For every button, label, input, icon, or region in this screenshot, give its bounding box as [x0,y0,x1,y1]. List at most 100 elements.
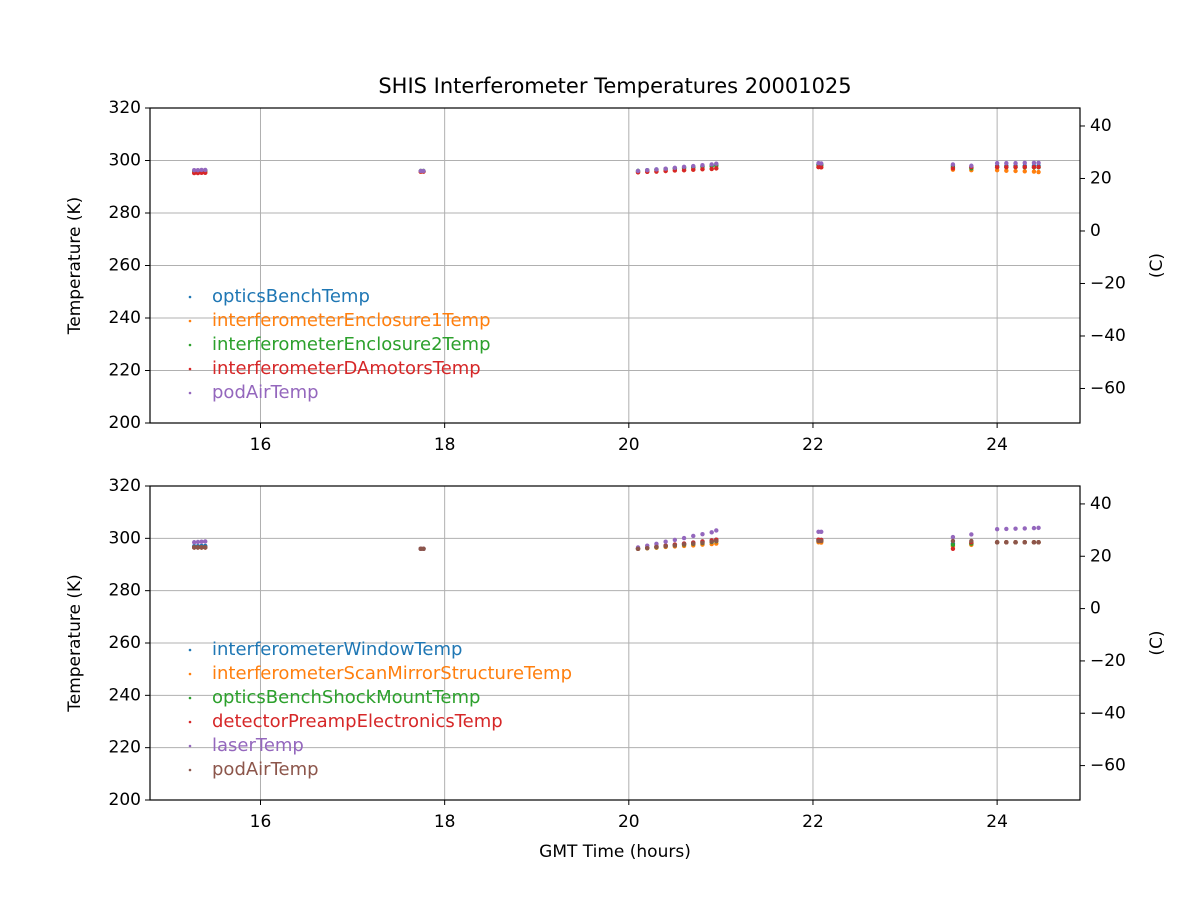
point [635,546,641,551]
legend-label: laserTemp [212,735,304,756]
y-tick-label: 300 [109,528,141,548]
legend-label: detectorPreampElectronicsTemp [212,711,503,732]
y-tick-label: 280 [109,581,141,601]
series [191,538,1041,551]
point [635,168,641,174]
legend-marker [188,720,192,724]
point [654,544,659,550]
legend-marker [188,768,192,772]
point [709,530,714,535]
legend-label: podAirTemp [212,759,319,780]
series [191,164,1041,176]
point [714,161,719,166]
point [645,545,650,551]
point [994,526,1000,532]
legend-marker [188,295,192,299]
y2-tick-label: 20 [1090,546,1112,566]
y2-tick-label: 0 [1090,221,1101,241]
point [199,545,204,550]
point [421,546,426,551]
point [672,165,678,171]
legend-marker [188,744,192,748]
y2-tick-label: −20 [1090,651,1126,671]
legend-label: podAirTemp [212,382,319,403]
point [950,542,956,548]
legend-marker [188,343,192,347]
y-tick-label: 300 [109,151,141,171]
point [195,545,201,550]
point [1036,525,1041,531]
y2-axis-label: (C) [1147,253,1167,278]
legend-label: interferometerEnclosure1Temp [212,310,491,331]
legend-marker [188,672,192,676]
point [1022,540,1027,545]
point [969,163,974,168]
point [691,533,696,539]
point [1004,160,1009,166]
point [1004,164,1009,170]
y-tick-label: 200 [109,413,141,433]
legend-marker [188,391,192,395]
point [191,540,197,545]
point [994,168,1000,173]
point [681,164,687,169]
series [191,162,1041,174]
point [709,539,714,544]
point [1031,169,1037,174]
point [681,542,687,547]
y-axis-label: Temperature (K) [65,197,85,336]
legend-label: opticsBenchShockMountTemp [212,687,480,708]
y2-tick-label: 20 [1090,168,1112,188]
x-tick-label: 24 [986,435,1008,455]
y2-tick-label: 0 [1090,599,1101,619]
series [191,164,1041,175]
point [969,538,974,544]
point [203,539,208,544]
y-tick-label: 240 [109,308,141,328]
point [700,166,705,172]
point [819,538,824,544]
x-tick-label: 16 [250,435,272,455]
point [645,168,650,173]
point [691,163,696,169]
y-tick-label: 220 [109,361,141,381]
point [1036,164,1041,170]
point [819,529,824,534]
point [819,165,824,170]
point [950,534,956,540]
point [714,166,719,171]
point [950,538,956,544]
point [700,540,705,545]
point [1031,525,1037,531]
point [1013,168,1018,174]
y-tick-label: 320 [109,98,141,118]
x-axis-label: GMT Time (hours) [539,842,691,862]
y2-tick-label: 40 [1090,494,1112,514]
point [1036,160,1041,166]
legend-label: interferometerScanMirrorStructureTemp [212,663,572,684]
point [421,168,426,174]
point [1022,169,1027,174]
legend-label: opticsBenchTemp [212,286,370,307]
y-tick-label: 220 [109,738,141,758]
x-tick-label: 18 [434,812,456,832]
point [994,160,1000,166]
point [994,164,1000,170]
point [691,167,696,172]
point [1013,160,1018,166]
point [994,540,1000,545]
x-tick-label: 22 [802,435,824,455]
point [1022,164,1027,170]
x-tick-label: 20 [618,435,640,455]
point [700,163,705,168]
series [191,538,1041,551]
point [950,166,956,171]
y2-axis-label: (C) [1147,630,1167,655]
point [691,541,696,546]
series [191,537,1041,551]
point [1036,169,1041,175]
legend-marker [188,367,192,371]
y2-tick-label: −20 [1090,273,1126,293]
